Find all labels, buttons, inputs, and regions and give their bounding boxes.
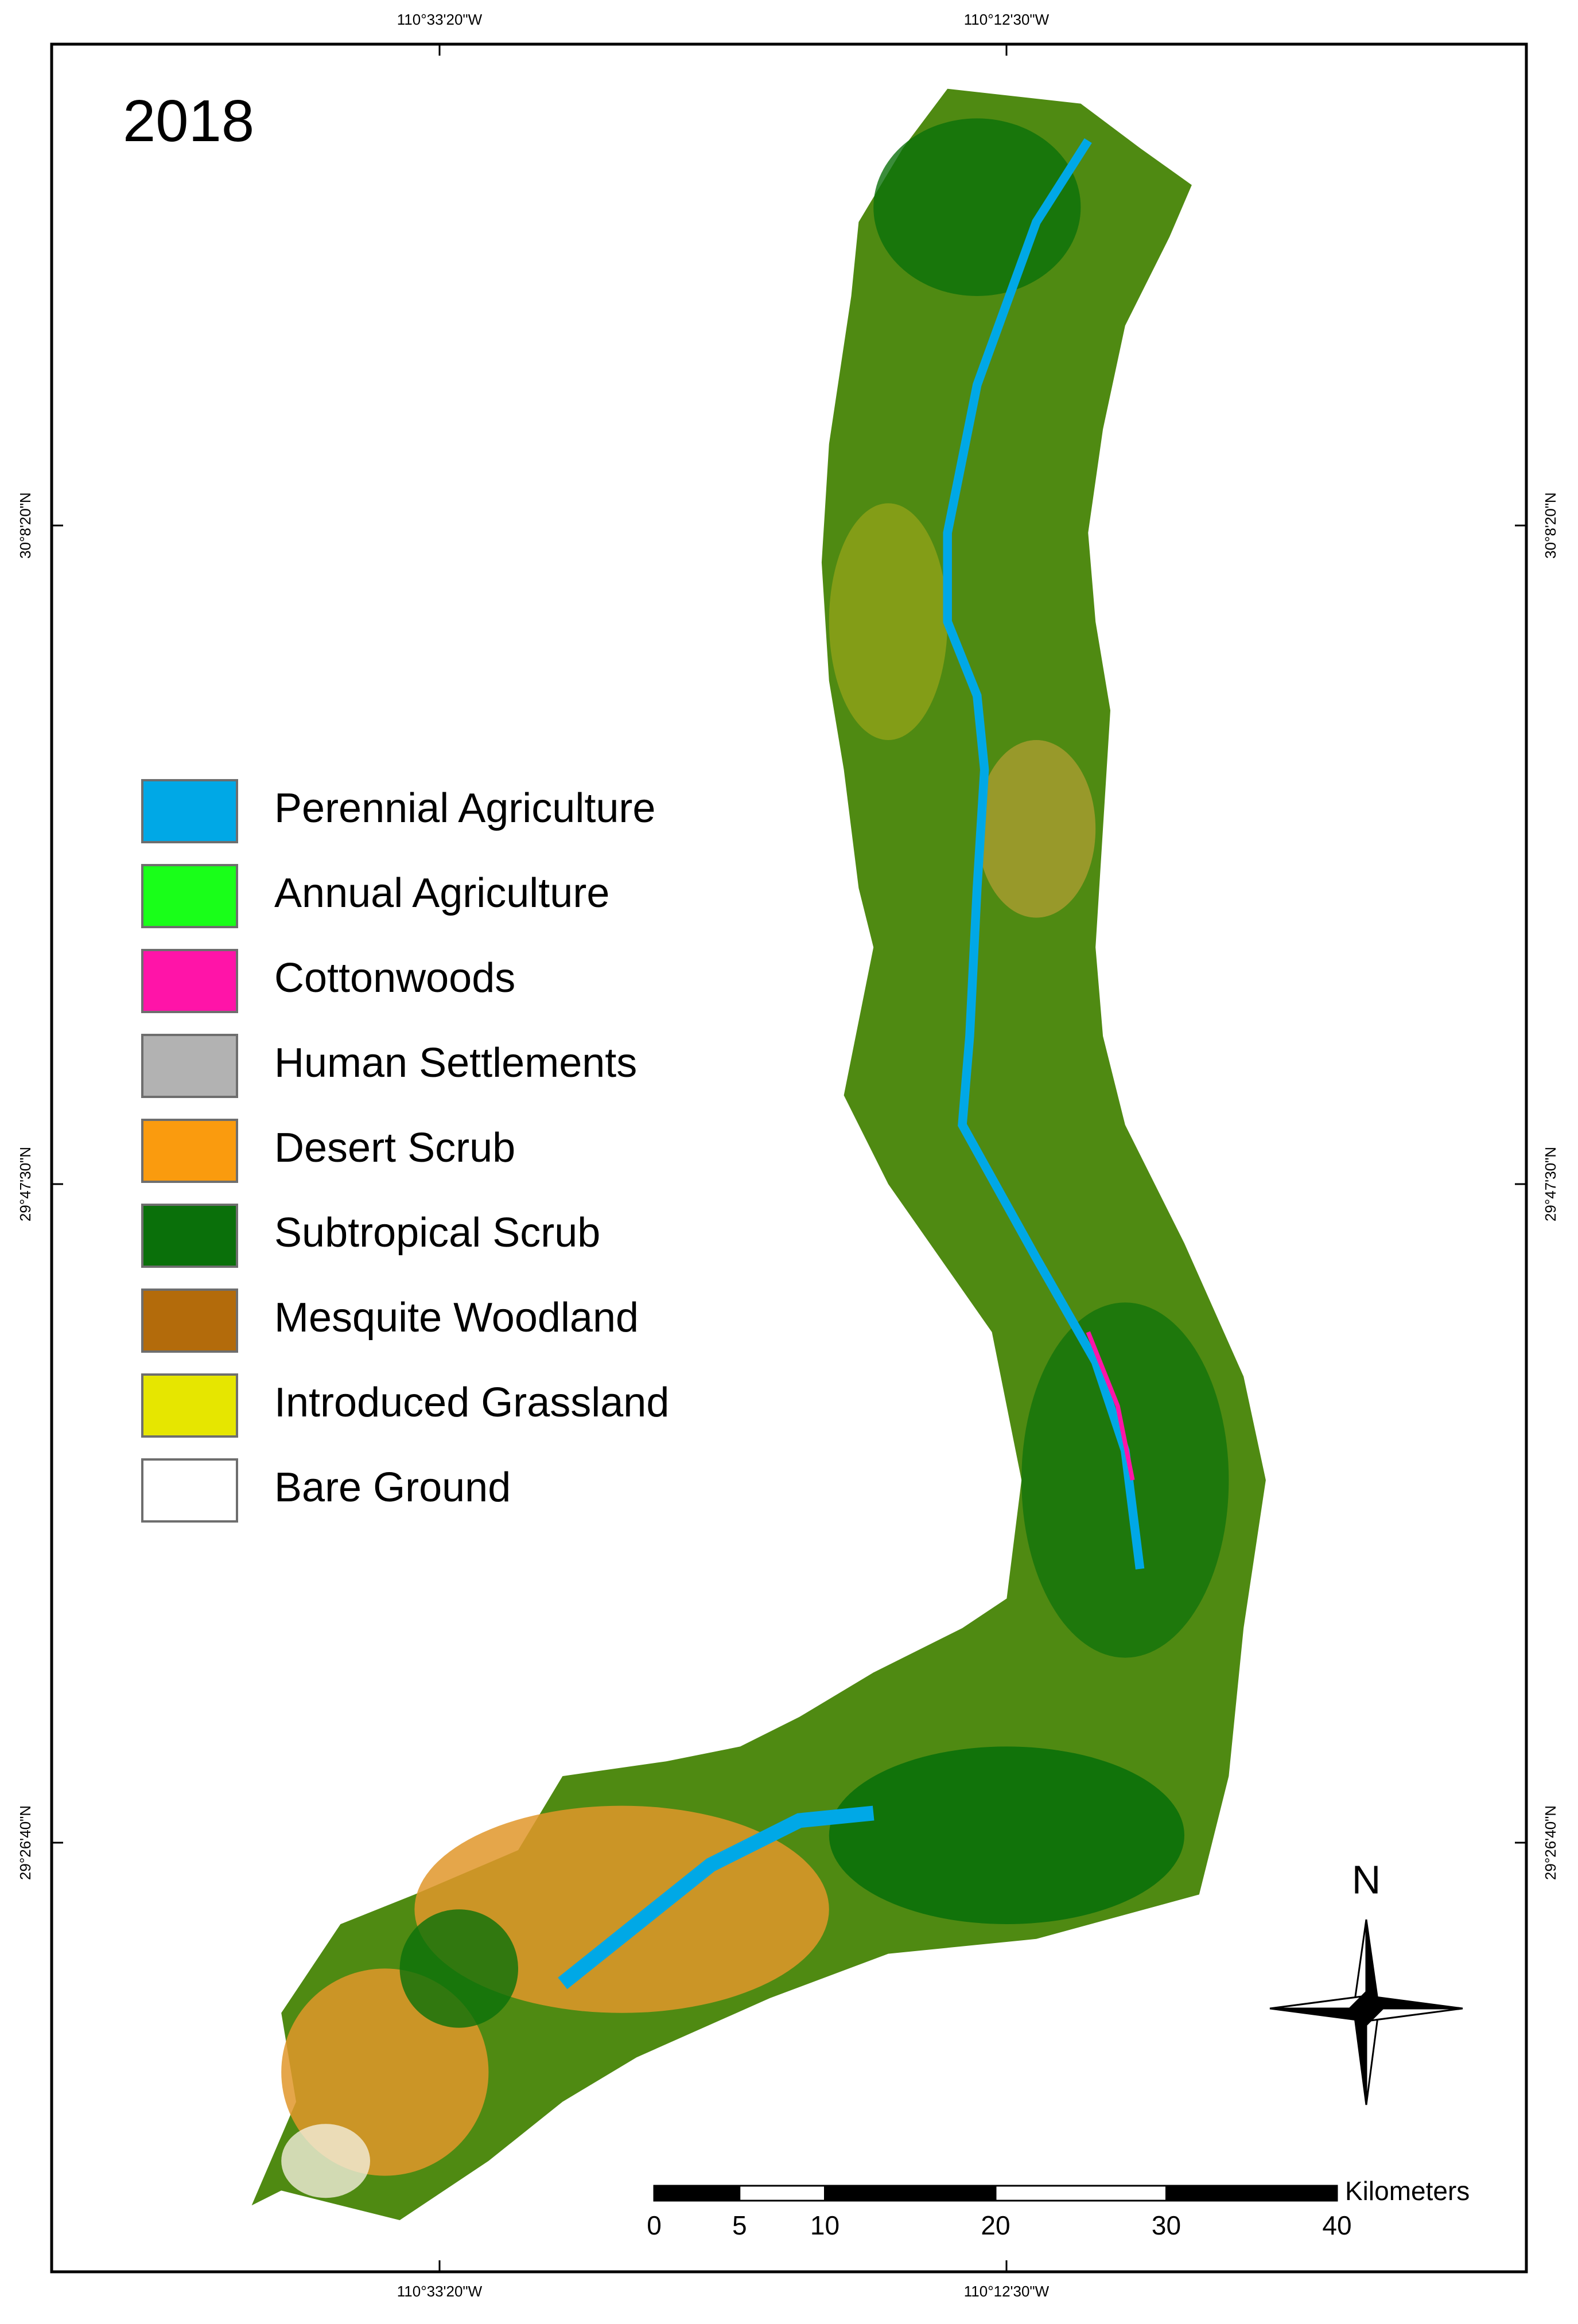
legend-item: Subtropical Scrub: [141, 1204, 600, 1268]
legend-item: Annual Agriculture: [141, 864, 609, 928]
legend-swatch: [141, 779, 238, 843]
legend-label: Mesquite Woodland: [274, 1295, 639, 1341]
legend-item: Mesquite Woodland: [141, 1288, 639, 1353]
legend-swatch: [141, 1373, 238, 1438]
legend-item: Introduced Grassland: [141, 1373, 669, 1438]
legend-swatch: [141, 1034, 238, 1098]
legend-label: Annual Agriculture: [274, 870, 609, 916]
legend-swatch: [141, 864, 238, 928]
legend-label: Perennial Agriculture: [274, 785, 655, 831]
latitude-label: 30°8'20"N: [1542, 492, 1559, 559]
legend-swatch: [141, 1119, 238, 1183]
scale-segment: [994, 2185, 1167, 2202]
scale-segment: [824, 2185, 997, 2202]
scale-segment: [653, 2185, 741, 2202]
legend-swatch: [141, 1288, 238, 1353]
scale-unit: Kilometers: [1345, 2176, 1470, 2206]
legend-swatch: [141, 1204, 238, 1268]
legend-label: Subtropical Scrub: [274, 1210, 600, 1256]
scale-label: 5: [732, 2210, 747, 2240]
longitude-label: 110°12'30"W: [964, 11, 1050, 28]
legend-item: Cottonwoods: [141, 949, 515, 1013]
latitude-label: 29°26'40"N: [1542, 1805, 1559, 1880]
legend-swatch: [141, 949, 238, 1013]
scale-segment: [1165, 2185, 1338, 2202]
legend-item: Perennial Agriculture: [141, 779, 655, 843]
legend-item: Desert Scrub: [141, 1119, 515, 1183]
legend-label: Desert Scrub: [274, 1125, 515, 1171]
map-title: 2018: [123, 88, 254, 154]
legend-label: Introduced Grassland: [274, 1380, 669, 1426]
scale-segment: [739, 2185, 826, 2202]
longitude-label: 110°33'20"W: [397, 2283, 483, 2300]
scale-label: 30: [1152, 2210, 1181, 2240]
latitude-label: 29°47'30"N: [1542, 1147, 1559, 1221]
longitude-label: 110°33'20"W: [397, 11, 483, 28]
legend-item: Bare Ground: [141, 1458, 511, 1523]
latitude-label: 30°8'20"N: [17, 492, 34, 559]
scale-label: 20: [981, 2210, 1010, 2240]
latitude-label: 29°26'40"N: [17, 1805, 34, 1880]
longitude-label: 110°12'30"W: [964, 2283, 1050, 2300]
latitude-label: 29°47'30"N: [17, 1147, 34, 1221]
legend-item: Human Settlements: [141, 1034, 637, 1098]
legend-label: Bare Ground: [274, 1465, 511, 1511]
legend-swatch: [141, 1458, 238, 1523]
compass-center: [1348, 1990, 1385, 2027]
land-cover-raster: [251, 88, 1266, 2220]
legend-label: Human Settlements: [274, 1040, 637, 1086]
scale-label: 10: [810, 2210, 839, 2240]
north-label: N: [1352, 1857, 1381, 1902]
scale-label: 40: [1322, 2210, 1351, 2240]
legend-label: Cottonwoods: [274, 955, 515, 1001]
scale-label: 0: [647, 2210, 662, 2240]
